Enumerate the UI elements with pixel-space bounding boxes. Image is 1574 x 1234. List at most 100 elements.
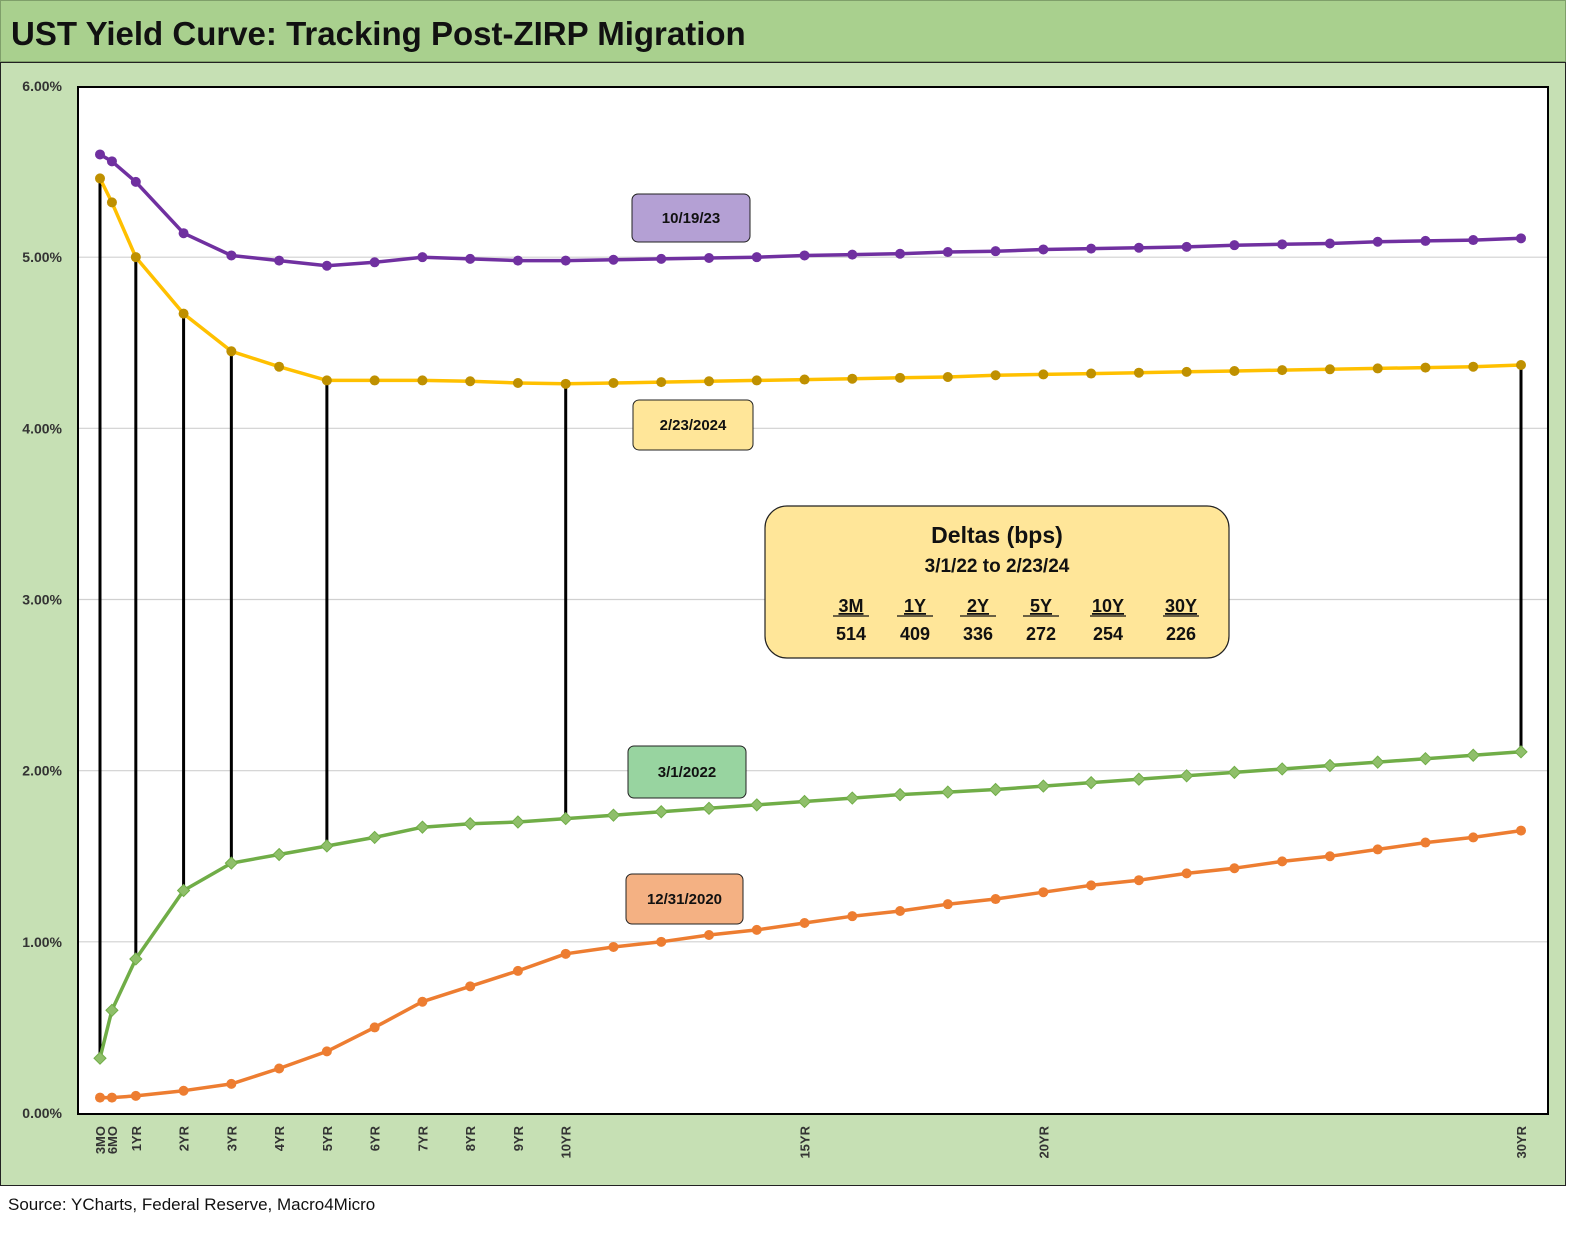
data-point [608, 941, 619, 952]
data-point [1420, 837, 1431, 848]
data-point [656, 377, 667, 388]
data-point [895, 906, 906, 917]
data-point [130, 252, 141, 263]
data-point [990, 370, 1001, 381]
data-point [1038, 244, 1049, 255]
x-tick-label: 7YR [415, 1125, 430, 1151]
label-text: 3/1/2022 [658, 764, 716, 781]
y-axis-ticks: 0.00% 1.00% 2.00% 3.00% 4.00% 5.00% 6.00% [22, 78, 62, 1121]
data-point [1275, 762, 1289, 776]
data-point [321, 375, 332, 386]
data-point [990, 246, 1001, 257]
data-point [1277, 365, 1288, 376]
data-point [704, 929, 714, 940]
deltas-box [764, 505, 1230, 659]
data-point [224, 856, 239, 870]
x-tick-label: 5YR [320, 1125, 335, 1151]
data-point [847, 373, 858, 384]
deltas-value: 272 [1026, 624, 1056, 644]
label-box [632, 399, 754, 451]
data-point [1277, 856, 1288, 867]
data-point [1133, 242, 1144, 253]
series-line [100, 828, 1522, 1100]
x-tick-label: 30YR [1514, 1125, 1529, 1158]
data-point [1132, 772, 1146, 786]
data-point [178, 308, 189, 319]
x-tick-label: 1YR [129, 1125, 144, 1151]
x-tick-label: 2YR [177, 1125, 192, 1151]
series-label-10-19-23: 10/19/23 [631, 193, 751, 243]
data-point [1229, 863, 1240, 874]
data-point [417, 996, 428, 1007]
data-point [751, 375, 762, 386]
data-point [1181, 366, 1192, 377]
y-tick-label: 0.00% [22, 1105, 62, 1121]
data-point [654, 805, 668, 819]
data-point [1468, 235, 1479, 246]
x-tick-label: 15YR [798, 1125, 813, 1158]
data-point [845, 791, 860, 805]
data-point [1514, 745, 1528, 759]
data-point [942, 247, 953, 258]
series-line [98, 177, 1522, 386]
data-point [1229, 365, 1240, 376]
deltas-header: 10Y [1092, 596, 1124, 616]
data-point [799, 918, 810, 929]
label-box [631, 193, 751, 243]
data-point [178, 228, 189, 239]
data-point [1324, 851, 1335, 862]
data-point [512, 255, 523, 266]
x-tick-label: 10YR [559, 1125, 574, 1158]
data-point [176, 883, 191, 898]
data-point [1084, 775, 1098, 790]
data-point [560, 255, 571, 266]
data-point [130, 176, 141, 187]
data-point [226, 346, 237, 357]
data-point [704, 376, 714, 387]
deltas-table: Deltas (bps) 3/1/22 to 2/23/24 3M 1Y 2Y 5Y 10Y… [764, 505, 1230, 659]
data-point [1468, 361, 1479, 372]
data-point [1468, 832, 1479, 843]
data-point [1133, 367, 1144, 378]
data-point [1324, 238, 1335, 249]
data-point [1038, 887, 1049, 898]
data-point [1372, 844, 1383, 855]
label-box [627, 745, 747, 799]
data-point [106, 156, 117, 167]
data-point [417, 375, 428, 386]
series-label-12-31-2020: 12/31/2020 [625, 873, 744, 925]
data-point [1179, 769, 1194, 783]
data-point [942, 899, 953, 910]
x-tick-label: 9YR [511, 1125, 526, 1151]
data-point [750, 798, 764, 812]
data-point [274, 361, 285, 372]
label-text: 12/31/2020 [647, 891, 722, 908]
data-point [178, 1085, 189, 1096]
data-point [272, 847, 286, 862]
series-label-3-1-2022: 3/1/2022 [627, 745, 747, 799]
data-point [799, 374, 810, 385]
data-point [1466, 748, 1480, 762]
grid-lines [79, 256, 1547, 943]
series-lines [93, 149, 1528, 1103]
data-point [1418, 751, 1433, 766]
data-point [1133, 875, 1144, 886]
deltas-title: Deltas (bps) [931, 522, 1063, 548]
data-point [512, 377, 523, 388]
deltas-value: 336 [963, 624, 993, 644]
y-tick-label: 3.00% [22, 592, 62, 608]
title-bar: UST Yield Curve: Tracking Post-ZIRP Migr… [0, 0, 1566, 62]
yield-curve-chart: 0.00%1.00%2.00%3.00%4.00%5.00%6.00% 3MO6… [22, 78, 1549, 1159]
data-point [1323, 758, 1337, 773]
data-point [941, 785, 955, 799]
deltas-header: 30Y [1165, 596, 1197, 616]
data-point [1516, 233, 1526, 244]
data-point [95, 1092, 105, 1103]
series-3-1-2022 [93, 745, 1528, 1065]
data-point [95, 173, 105, 184]
data-point [799, 250, 810, 261]
data-point [1229, 240, 1240, 251]
y-tick-label: 2.00% [22, 763, 62, 779]
data-point [751, 252, 762, 263]
data-point [560, 378, 571, 389]
